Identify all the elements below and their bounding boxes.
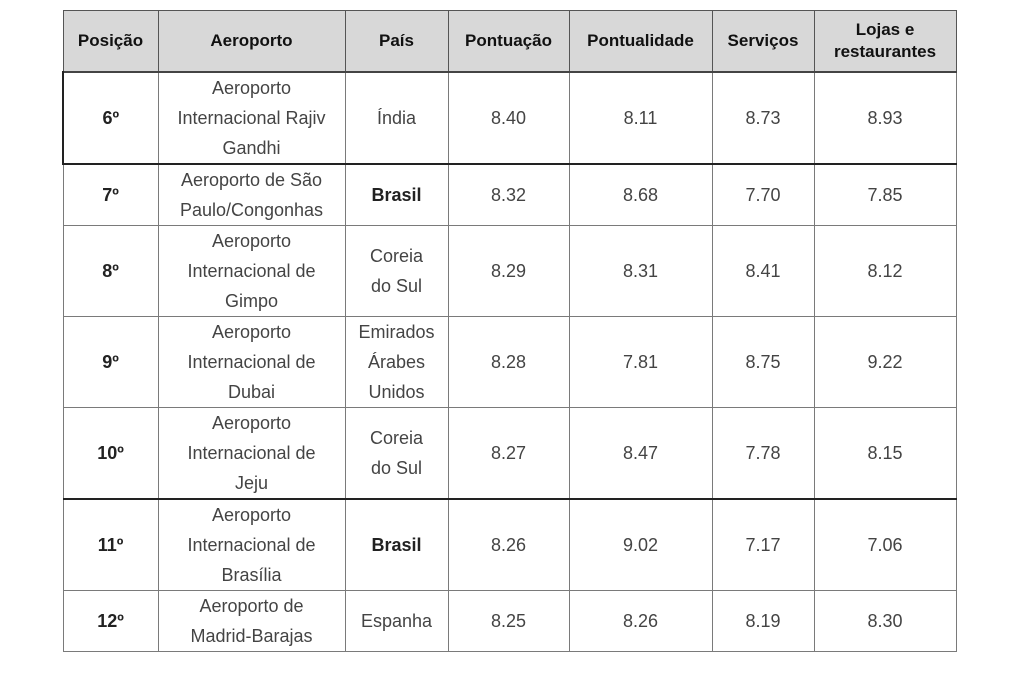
cell-position: 12º	[62, 590, 159, 652]
cell-shops: 8.15	[813, 407, 957, 500]
cell-airport-line: Aeroporto	[211, 505, 292, 525]
cell-airport: Aeroporto de Madrid-Barajas	[157, 590, 346, 652]
cell-punctuality: 8.26	[568, 590, 713, 652]
cell-airport-line: Internacional de	[187, 261, 316, 281]
cell-score: 8.32	[447, 163, 570, 226]
cell-services: 7.78	[711, 407, 815, 500]
header-row: Posição Aeroporto País Pontuação Pontual…	[62, 10, 957, 73]
cell-punctuality: 8.68	[568, 163, 713, 226]
cell-country-line: Coreia	[369, 428, 424, 448]
cell-airport-line: Brasília	[221, 565, 282, 585]
header-shops-line2: restaurantes	[833, 42, 937, 61]
header-airport: Aeroporto	[157, 10, 346, 73]
cell-score: 8.29	[447, 225, 570, 317]
cell-services: 8.73	[711, 71, 815, 165]
cell-services: 7.70	[711, 163, 815, 226]
cell-airport-line: Internacional de	[187, 443, 316, 463]
cell-shops: 7.06	[813, 498, 957, 591]
cell-punctuality: 8.31	[568, 225, 713, 317]
cell-airport: Aeroporto Internacional de Jeju	[157, 407, 346, 500]
cell-airport-line: Internacional de	[187, 535, 316, 555]
cell-country-line: Espanha	[360, 611, 433, 631]
header-score: Pontuação	[447, 10, 570, 73]
cell-punctuality: 8.47	[568, 407, 713, 500]
cell-country: Emirados Árabes Unidos	[344, 316, 449, 408]
cell-score: 8.25	[447, 590, 570, 652]
cell-country-line: Unidos	[368, 382, 425, 402]
table-row: 6º Aeroporto Internacional Rajiv Gandhi Índi…	[62, 71, 957, 165]
cell-score: 8.26	[447, 498, 570, 591]
cell-airport-line: Jeju	[234, 473, 269, 493]
cell-shops: 7.85	[813, 163, 957, 226]
table-row: 12º Aeroporto de Madrid-Barajas Espanha 8.25…	[62, 590, 957, 652]
cell-country-line: do Sul	[370, 276, 423, 296]
cell-country: Brasil	[344, 163, 449, 226]
table-row: 9º Aeroporto Internacional de Dubai Emirados…	[62, 316, 957, 408]
cell-country: Espanha	[344, 590, 449, 652]
cell-airport: Aeroporto Internacional de Gimpo	[157, 225, 346, 317]
cell-punctuality: 7.81	[568, 316, 713, 408]
cell-country: Índia	[344, 71, 449, 165]
cell-country-line: do Sul	[370, 458, 423, 478]
cell-airport: Aeroporto Internacional Rajiv Gandhi	[157, 71, 346, 165]
cell-country-line: Brasil	[371, 185, 422, 205]
cell-punctuality: 9.02	[568, 498, 713, 591]
cell-airport-line: Dubai	[227, 382, 276, 402]
cell-airport-line: Internacional Rajiv	[177, 108, 326, 128]
cell-country-line: Índia	[376, 108, 417, 128]
cell-score: 8.40	[447, 71, 570, 165]
cell-country: Coreia do Sul	[344, 407, 449, 500]
cell-shops: 8.12	[813, 225, 957, 317]
cell-airport-line: Gandhi	[222, 138, 281, 158]
header-country: País	[344, 10, 449, 73]
cell-position: 6º	[62, 71, 159, 165]
cell-services: 7.17	[711, 498, 815, 591]
cell-airport: Aeroporto Internacional de Brasília	[157, 498, 346, 591]
cell-airport-line: Aeroporto	[211, 322, 292, 342]
table-body: 6º Aeroporto Internacional Rajiv Gandhi Índi…	[62, 71, 957, 652]
cell-airport-line: Internacional de	[187, 352, 316, 372]
header-punctuality: Pontualidade	[568, 10, 713, 73]
cell-score: 8.28	[447, 316, 570, 408]
cell-position: 9º	[62, 316, 159, 408]
cell-airport-line: Aeroporto	[211, 231, 292, 251]
cell-shops: 9.22	[813, 316, 957, 408]
cell-country-line: Árabes	[367, 352, 426, 372]
table-row: 7º Aeroporto de São Paulo/Congonhas Brasil 8…	[62, 163, 957, 226]
cell-country: Brasil	[344, 498, 449, 591]
header-shops: Lojas e restaurantes	[813, 10, 957, 73]
cell-airport-line: Gimpo	[224, 291, 278, 311]
cell-airport-line: Paulo/Congonhas	[179, 200, 324, 220]
table-row: 8º Aeroporto Internacional de Gimpo Coreia do…	[62, 225, 957, 317]
cell-punctuality: 8.11	[568, 71, 713, 165]
cell-services: 8.41	[711, 225, 815, 317]
cell-services: 8.19	[711, 590, 815, 652]
cell-position: 8º	[62, 225, 159, 317]
cell-country-line: Coreia	[369, 246, 424, 266]
cell-airport-line: Aeroporto	[211, 78, 292, 98]
cell-position: 7º	[62, 163, 159, 226]
airport-ranking-table: Posição Aeroporto País Pontuação Pontual…	[62, 10, 957, 652]
cell-shops: 8.93	[813, 71, 957, 165]
cell-services: 8.75	[711, 316, 815, 408]
cell-country: Coreia do Sul	[344, 225, 449, 317]
header-position: Posição	[62, 10, 159, 73]
table-row: 10º Aeroporto Internacional de Jeju Coreia do…	[62, 407, 957, 500]
table-row: 11º Aeroporto Internacional de Brasília Bras…	[62, 498, 957, 591]
cell-airport-line: Aeroporto de São	[180, 170, 323, 190]
header-shops-line1: Lojas e	[855, 20, 915, 39]
cell-airport-line: Aeroporto	[211, 413, 292, 433]
cell-position: 11º	[62, 498, 159, 591]
cell-score: 8.27	[447, 407, 570, 500]
cell-shops: 8.30	[813, 590, 957, 652]
cell-airport: Aeroporto Internacional de Dubai	[157, 316, 346, 408]
cell-airport: Aeroporto de São Paulo/Congonhas	[157, 163, 346, 226]
header-services: Serviços	[711, 10, 815, 73]
cell-position: 10º	[62, 407, 159, 500]
cell-airport-line: Madrid-Barajas	[190, 626, 313, 646]
cell-country-line: Emirados	[358, 322, 435, 342]
cell-country-line: Brasil	[371, 535, 422, 555]
cell-airport-line: Aeroporto de	[199, 596, 304, 616]
